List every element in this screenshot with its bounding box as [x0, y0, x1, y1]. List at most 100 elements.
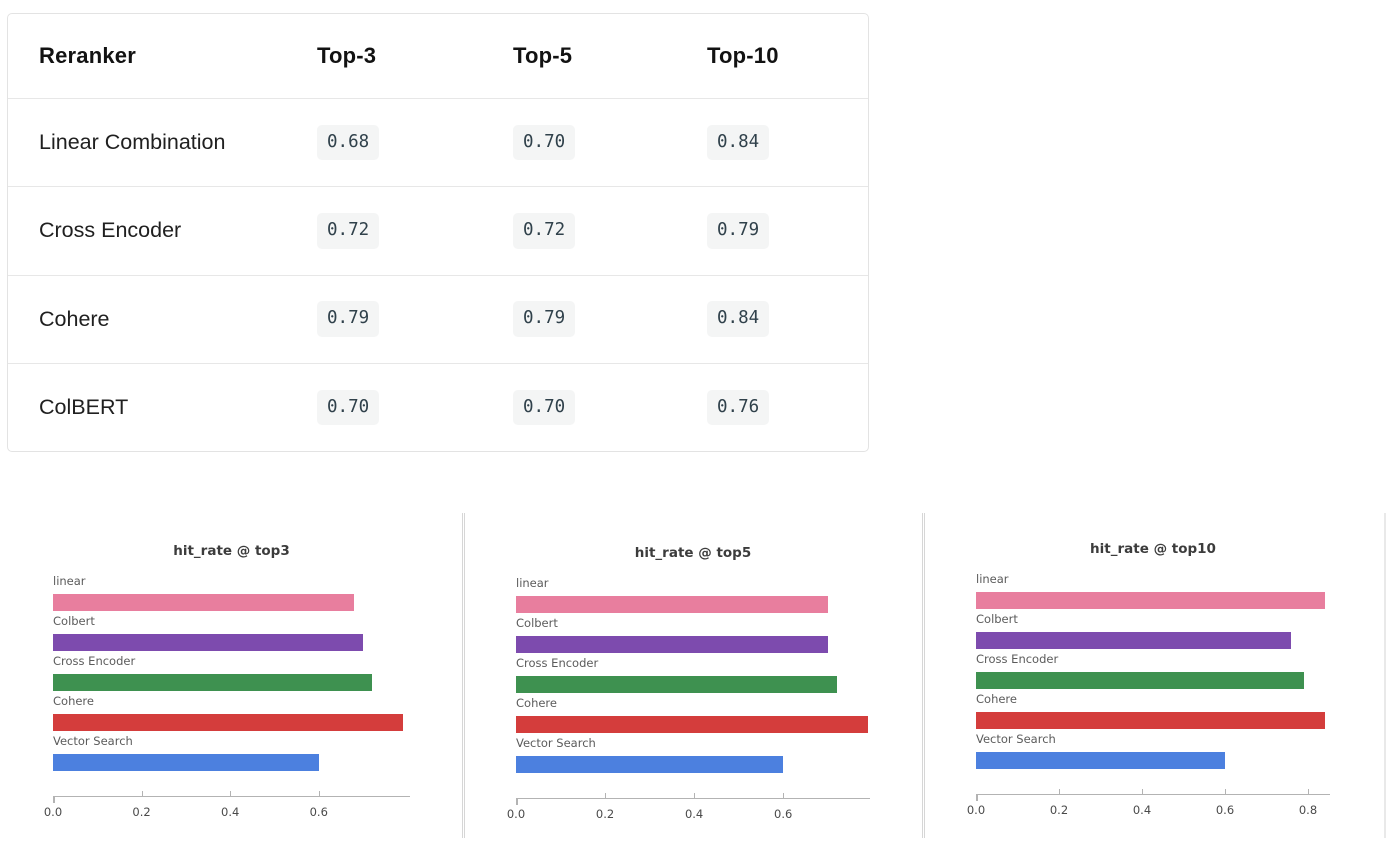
metric-value-chip: 0.76 [707, 389, 770, 426]
x-axis: 0.0 0.2 0.4 0.6 [507, 793, 870, 838]
table-row: Cohere 0.79 0.79 0.84 [8, 274, 868, 363]
table-row: ColBERT 0.70 0.70 0.76 [8, 362, 868, 451]
bar-group: linear [53, 574, 410, 614]
bar-category-label: Cross Encoder [976, 652, 1059, 666]
x-axis-tick-label: 0.2 [595, 807, 615, 821]
x-axis: 0.0 0.2 0.4 0.6 0.8 [967, 789, 1330, 834]
x-axis-line [976, 794, 1330, 795]
x-axis-tick-label: 0.2 [132, 805, 151, 819]
x-axis-tick-label: 0.0 [966, 803, 986, 817]
chart-title: hit_rate @ top10 [1090, 541, 1216, 557]
bar-group: Cohere [53, 694, 410, 734]
bar-group: Colbert [53, 614, 410, 654]
x-axis-tick-label: 0.2 [1049, 803, 1069, 817]
x-axis-tick [783, 793, 785, 798]
hit-rate-charts-row: hit_rate @ top3 linear Colbert Cross Encode… [0, 513, 1400, 845]
x-axis-line [516, 798, 870, 799]
bar [53, 634, 364, 651]
bar-category-label: linear [976, 572, 1009, 586]
metric-cell: 0.79 [317, 301, 513, 337]
x-axis-tick-label: 0.4 [684, 807, 704, 821]
bar-category-label: Vector Search [976, 732, 1056, 746]
bar-category-label: linear [53, 574, 86, 588]
metric-value-chip: 0.68 [317, 124, 380, 161]
metric-cell: 0.72 [513, 213, 707, 249]
bar [976, 712, 1325, 729]
column-header-reranker: Reranker [39, 43, 136, 68]
bar-category-label: Cohere [516, 696, 557, 710]
bar-group: Cohere [516, 696, 870, 736]
bar-groups: linear Colbert Cross Encoder Cohere Vector S… [976, 572, 1330, 772]
x-axis-tick-label: 0.6 [1215, 803, 1235, 817]
bar-group: Cross Encoder [516, 656, 870, 696]
x-axis-endcap [53, 796, 55, 803]
bar-group: Cross Encoder [976, 652, 1330, 692]
reranker-results-table: Reranker Top-3 Top-5 Top-10 Linear Combi… [7, 13, 869, 452]
reranker-name: Cohere [39, 306, 110, 331]
table-body: Linear Combination 0.68 0.70 0.84 Cross Enco… [8, 98, 868, 451]
bar [53, 594, 355, 611]
x-axis-tick-label: 0.4 [1132, 803, 1152, 817]
bar-group: Vector Search [53, 734, 410, 774]
bar [53, 714, 403, 731]
bar [516, 636, 828, 653]
metric-cell: 0.68 [317, 124, 513, 161]
reranker-name: Cross Encoder [39, 218, 182, 243]
bar-category-label: Cross Encoder [516, 656, 599, 670]
bar-category-label: Colbert [53, 614, 95, 628]
x-axis-tick [141, 791, 143, 796]
x-axis-tick [1059, 789, 1060, 794]
metric-value-chip: 0.72 [317, 213, 380, 249]
bar-groups: linear Colbert Cross Encoder Cohere Vector S… [516, 576, 870, 776]
metric-cell: 0.70 [317, 389, 513, 426]
bar [516, 676, 837, 693]
bar [976, 592, 1325, 609]
x-axis-tick-label: 0.6 [774, 807, 793, 821]
x-axis-tick [230, 791, 232, 796]
metric-value-chip: 0.84 [707, 301, 770, 337]
bar-group: Cross Encoder [53, 654, 410, 694]
metric-cell: 0.84 [707, 124, 868, 161]
bar [516, 716, 868, 733]
x-axis-tick [1225, 789, 1226, 794]
bar [53, 754, 319, 771]
reranker-name: ColBERT [39, 394, 129, 419]
bar-group: Colbert [516, 616, 870, 656]
bar-category-label: Colbert [976, 612, 1018, 626]
bar-groups: linear Colbert Cross Encoder Cohere Vector S… [53, 574, 410, 774]
x-axis-tick-label: 0.0 [43, 805, 63, 819]
metric-cell: 0.79 [707, 213, 868, 249]
metric-value-chip: 0.79 [317, 301, 380, 337]
metric-value-chip: 0.70 [513, 389, 576, 426]
x-axis-tick-label: 0.8 [1298, 803, 1318, 817]
bar [53, 674, 372, 691]
x-axis-tick [1308, 789, 1309, 794]
bar-group: linear [516, 576, 870, 616]
bar-category-label: Cohere [976, 692, 1017, 706]
bar [976, 752, 1225, 769]
x-axis-tick-label: 0.4 [221, 805, 240, 819]
bar-group: Vector Search [976, 732, 1330, 772]
panel-divider [1384, 513, 1386, 838]
metric-value-chip: 0.79 [513, 301, 576, 337]
bar [976, 632, 1292, 649]
panel-divider [462, 513, 465, 838]
metric-value-chip: 0.84 [707, 124, 770, 161]
reranker-name: Linear Combination [39, 130, 226, 155]
bar-group: Colbert [976, 612, 1330, 652]
table-header-row: Reranker Top-3 Top-5 Top-10 [8, 14, 868, 98]
column-header-top10: Top-10 [707, 43, 779, 68]
x-axis-endcap [976, 794, 978, 801]
metric-cell: 0.70 [513, 389, 707, 426]
bar-category-label: Cross Encoder [53, 654, 136, 668]
x-axis-tick [318, 791, 320, 796]
metric-value-chip: 0.70 [317, 389, 380, 426]
x-axis-tick-label: 0.0 [506, 807, 526, 821]
panel-divider [922, 513, 925, 838]
bar-group: Cohere [976, 692, 1330, 732]
bar-category-label: Colbert [516, 616, 558, 630]
chart-title: hit_rate @ top5 [634, 545, 752, 561]
bar-category-label: Vector Search [53, 734, 133, 748]
metric-cell: 0.76 [707, 389, 868, 426]
